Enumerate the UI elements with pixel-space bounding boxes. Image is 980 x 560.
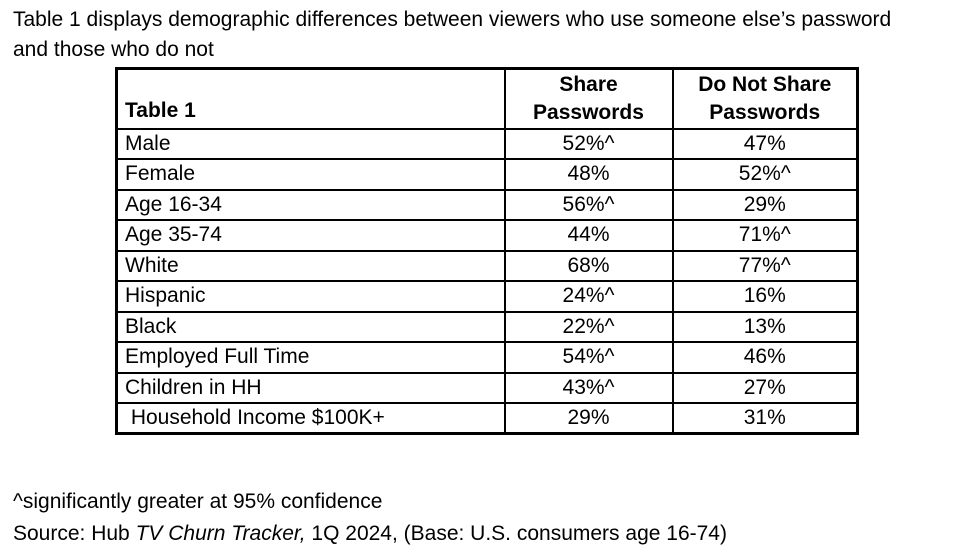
share-header-line1: Share	[559, 72, 618, 96]
no-share-value: 46%	[671, 341, 859, 374]
table-row-employed-full-time: Employed Full Time 54%^ 46%	[115, 341, 859, 374]
header-row: Table 1 Share Passwords Do Not Share Pas…	[115, 67, 859, 130]
table-row-female: Female 48% 52%^	[115, 158, 859, 191]
share-value: 44%	[503, 219, 674, 252]
share-value: 68%	[503, 249, 674, 282]
significance-note: ^significantly greater at 95% confidence	[13, 490, 383, 513]
table-caption: Table 1 displays demographic differences…	[13, 5, 891, 65]
share-header-line2: Passwords	[533, 100, 644, 124]
table-title-cell: Table 1	[115, 67, 506, 130]
row-label: Age 16-34	[115, 188, 506, 221]
row-label: Children in HH	[115, 371, 506, 404]
no-share-value: 52%^	[671, 158, 859, 191]
no-share-value: 29%	[671, 188, 859, 221]
source-suffix: 1Q 2024, (Base: U.S. consumers age 16-74…	[305, 522, 727, 545]
share-value: 43%^	[503, 371, 674, 404]
no-share-value: 31%	[671, 402, 859, 435]
share-value: 48%	[503, 158, 674, 191]
row-label: White	[115, 249, 506, 282]
no-share-value: 77%^	[671, 249, 859, 282]
no-share-value: 47%	[671, 127, 859, 160]
share-value: 52%^	[503, 127, 674, 160]
table-row-children-in-hh: Children in HH 43%^ 27%	[115, 371, 859, 404]
row-label: Black	[115, 310, 506, 343]
table-row-hispanic: Hispanic 24%^ 16%	[115, 280, 859, 313]
share-value: 29%	[503, 402, 674, 435]
caption-line-2: and those who do not	[13, 38, 214, 61]
no-share-value: 71%^	[671, 219, 859, 252]
column-header-share-passwords: Share Passwords	[503, 67, 674, 130]
no-share-value: 27%	[671, 371, 859, 404]
row-label: Age 35-74	[115, 219, 506, 252]
source-title-italic: TV Churn Tracker,	[135, 522, 306, 545]
caption-line-1: Table 1 displays demographic differences…	[13, 8, 892, 31]
footnotes: ^significantly greater at 95% confidence…	[13, 486, 727, 550]
table-row-white: White 68% 77%^	[115, 249, 859, 282]
no-share-header-line1: Do Not Share	[698, 72, 832, 96]
demographics-table: Table 1 Share Passwords Do Not Share Pas…	[115, 67, 859, 435]
row-label: Male	[115, 127, 506, 160]
table-row-household-income-100k: Household Income $100K+ 29% 31%	[115, 402, 859, 435]
no-share-value: 13%	[671, 310, 859, 343]
share-value: 56%^	[503, 188, 674, 221]
no-share-value: 16%	[671, 280, 859, 313]
table-row-black: Black 22%^ 13%	[115, 310, 859, 343]
table-row-age-35-74: Age 35-74 44% 71%^	[115, 219, 859, 252]
share-value: 54%^	[503, 341, 674, 374]
no-share-header-line2: Passwords	[709, 100, 821, 124]
row-label: Female	[115, 158, 506, 191]
share-value: 22%^	[503, 310, 674, 343]
source-prefix: Source: Hub	[13, 522, 136, 545]
row-label: Employed Full Time	[115, 341, 506, 374]
row-label: Hispanic	[115, 280, 506, 313]
share-value: 24%^	[503, 280, 674, 313]
table-row-age-16-34: Age 16-34 56%^ 29%	[115, 188, 859, 221]
source-note: Source: Hub TV Churn Tracker, 1Q 2024, (…	[13, 518, 727, 550]
column-header-do-not-share-passwords: Do Not Share Passwords	[671, 67, 859, 130]
table-row-male: Male 52%^ 47%	[115, 127, 859, 160]
row-label: Household Income $100K+	[115, 402, 506, 435]
